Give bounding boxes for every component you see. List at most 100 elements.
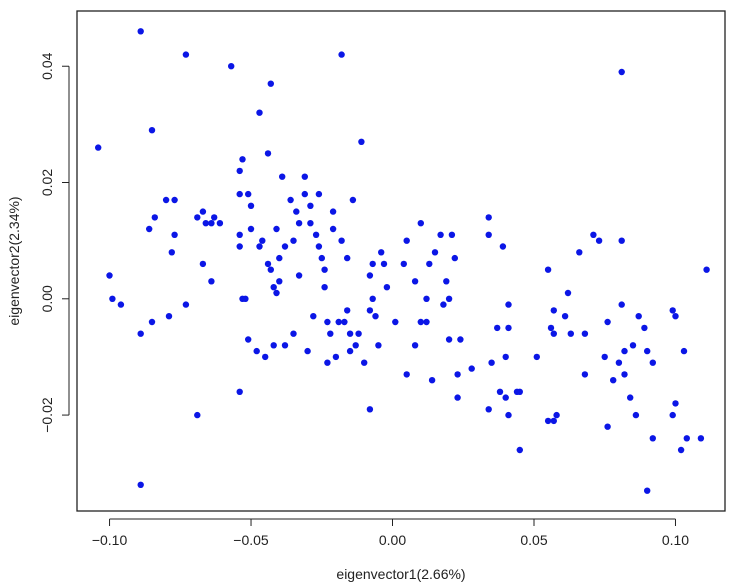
data-point — [267, 80, 274, 87]
data-point — [270, 342, 277, 349]
data-points — [95, 28, 710, 494]
data-point — [403, 237, 410, 244]
data-point — [307, 202, 314, 209]
x-axis: −0.10 −0.05 0.00 0.05 0.10 — [92, 518, 689, 548]
x-axis-label: eigenvector1(2.66%) — [336, 566, 465, 582]
data-point — [635, 313, 642, 320]
data-point — [293, 208, 300, 215]
data-point — [199, 208, 207, 215]
data-point — [162, 196, 170, 204]
data-point — [417, 318, 424, 326]
data-point — [245, 190, 252, 198]
data-point — [245, 336, 252, 343]
data-point — [576, 249, 583, 256]
data-point — [318, 254, 325, 262]
data-point — [366, 307, 374, 314]
data-point — [310, 313, 317, 320]
data-point — [344, 307, 351, 314]
data-point — [629, 342, 637, 349]
data-point — [553, 411, 560, 419]
data-point — [324, 318, 331, 326]
data-point — [307, 220, 314, 227]
data-point — [411, 342, 419, 349]
data-point — [301, 173, 308, 180]
data-point — [641, 324, 648, 332]
data-point — [151, 214, 158, 221]
data-point — [273, 289, 280, 297]
data-point — [440, 301, 447, 308]
data-point — [256, 109, 263, 116]
data-point — [499, 243, 507, 250]
data-point — [632, 411, 640, 419]
data-point — [168, 249, 175, 256]
data-point — [361, 359, 368, 366]
data-point — [290, 237, 297, 244]
data-point — [680, 347, 688, 355]
data-point — [253, 347, 260, 355]
data-point — [595, 237, 603, 244]
data-point — [677, 446, 685, 454]
data-point — [615, 359, 623, 366]
data-point — [672, 400, 679, 407]
data-point — [329, 208, 337, 215]
data-point — [485, 231, 492, 238]
data-point — [561, 313, 569, 320]
data-point — [276, 254, 283, 262]
data-point — [423, 318, 430, 326]
data-point — [703, 266, 710, 273]
data-point — [505, 301, 512, 308]
data-point — [295, 220, 303, 227]
data-point — [290, 330, 297, 337]
data-point — [604, 318, 611, 326]
data-point — [369, 295, 376, 302]
data-point — [216, 220, 224, 227]
data-point — [426, 260, 433, 268]
data-point — [400, 260, 407, 268]
data-point — [411, 278, 419, 285]
data-point — [239, 156, 246, 163]
data-point — [618, 301, 625, 308]
data-point — [672, 313, 679, 320]
data-point — [109, 295, 116, 302]
data-point — [236, 167, 243, 175]
data-point — [236, 243, 243, 250]
data-point — [454, 371, 461, 378]
data-point — [324, 359, 331, 366]
data-point — [211, 214, 218, 221]
data-point — [403, 371, 410, 378]
data-point — [279, 173, 286, 180]
data-point — [644, 347, 651, 355]
data-point — [315, 190, 323, 198]
data-point — [564, 289, 572, 297]
data-point — [304, 347, 311, 355]
data-point — [550, 307, 557, 314]
data-point — [264, 260, 272, 268]
data-point — [550, 417, 557, 425]
data-point — [358, 138, 365, 145]
data-point — [372, 313, 379, 320]
data-point — [171, 196, 178, 204]
data-point — [445, 336, 453, 343]
data-point — [544, 417, 552, 425]
x-tick-label: 0.10 — [662, 532, 689, 548]
data-point — [346, 347, 354, 355]
data-point — [669, 307, 676, 314]
data-point — [428, 377, 436, 384]
x-tick-label: 0.00 — [379, 532, 406, 548]
data-point — [182, 301, 190, 308]
data-point — [199, 260, 207, 268]
data-point — [194, 214, 201, 221]
data-point — [375, 342, 382, 349]
data-point — [437, 231, 444, 238]
data-point — [281, 342, 289, 349]
y-tick-label: 0.02 — [39, 169, 55, 196]
data-point — [649, 435, 656, 442]
data-point — [445, 295, 453, 302]
data-point — [468, 365, 475, 372]
data-point — [383, 284, 391, 291]
data-point — [669, 411, 676, 419]
data-point — [683, 435, 690, 442]
data-point — [423, 295, 430, 302]
data-point — [378, 249, 385, 256]
